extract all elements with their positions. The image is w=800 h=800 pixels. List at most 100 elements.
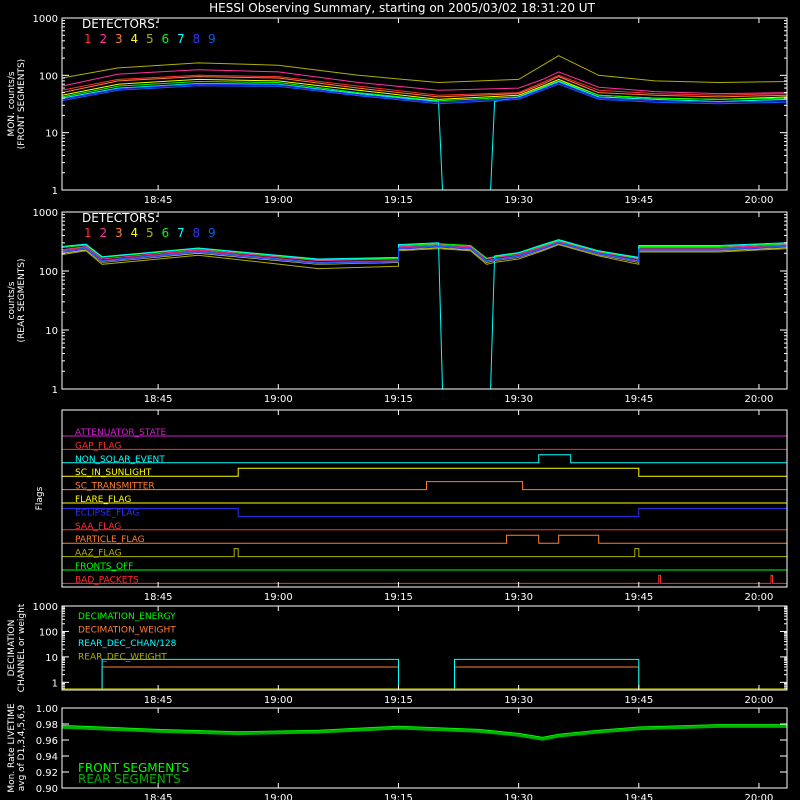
detector-number: 4: [131, 32, 139, 46]
y-axis-label: (REAR SEGMENTS): [17, 258, 27, 342]
series-line-detector-7: [61, 80, 788, 191]
x-tick-label: 19:00: [264, 695, 293, 706]
detector-number: 5: [146, 32, 154, 46]
flag-label: BAD_PACKETS: [75, 575, 139, 585]
y-tick-label: 1.00: [36, 704, 58, 715]
x-tick-label: 19:15: [384, 195, 413, 206]
y-tick-label: 1: [52, 186, 58, 197]
detector-number: 1: [84, 32, 92, 46]
series-line-detector-1: [61, 74, 788, 96]
y-tick-label: 1000: [33, 208, 58, 219]
x-tick-label: 20:00: [745, 394, 774, 405]
x-tick-label: 19:30: [504, 695, 533, 706]
x-tick-label: 20:00: [745, 793, 774, 800]
y-tick-label: 100: [39, 267, 58, 278]
y-axis-label: avg of D1,3,4,5,6,9: [17, 704, 27, 791]
x-tick-label: 19:45: [624, 195, 653, 206]
decimation-line: [62, 666, 787, 691]
page-title: HESSI Observing Summary, starting on 200…: [209, 1, 595, 15]
detector-number: 7: [177, 226, 185, 240]
x-tick-label: 18:45: [144, 592, 173, 603]
x-tick-label: 19:45: [624, 592, 653, 603]
detector-number: 3: [115, 226, 123, 240]
x-tick-label: 19:00: [264, 394, 293, 405]
y-tick-label: 0.92: [36, 768, 58, 779]
y-axis-label: counts/s: [7, 281, 17, 319]
x-tick-label: 18:45: [144, 793, 173, 800]
x-tick-label: 18:45: [144, 695, 173, 706]
y-tick-label: 1000: [33, 602, 58, 613]
panel-frame: [61, 605, 788, 691]
y-tick-label: 10: [45, 326, 58, 337]
y-axis-label: CHANNEL or weight: [17, 603, 27, 692]
detector-number: 2: [100, 226, 108, 240]
x-tick-label: 19:45: [624, 695, 653, 706]
y-tick-label: 0.98: [36, 720, 58, 731]
detector-number: 8: [193, 32, 201, 46]
series-line-detector-8: [61, 242, 788, 265]
y-tick-label: 1: [52, 385, 58, 396]
panel-frame: [61, 707, 788, 789]
y-axis-label: Flags: [35, 486, 45, 510]
flag-line-non_solar_event: [62, 454, 787, 464]
livetime-legend-label: REAR SEGMENTS: [78, 772, 181, 786]
series-line-detector-5: [61, 55, 788, 84]
y-tick-label: 10: [45, 653, 58, 664]
series-line-detector-4: [61, 78, 788, 100]
y-tick-label: 100: [39, 71, 58, 82]
y-axis-label: (FRONT SEGMENTS): [17, 59, 27, 149]
livetime-legend-label: FRONT SEGMENTS: [78, 761, 189, 775]
panel-frame: [61, 17, 788, 191]
flag-label: GAP_FLAG: [75, 441, 121, 451]
decimation-panel: 18:45 19:00 19:15 19:30 19:45 20:00 1000 100 10 1…: [7, 602, 788, 706]
x-tick-label: 18:45: [144, 394, 173, 405]
flag-line-bad_packets: [62, 574, 787, 584]
decimation-legend-label: DECIMATION_WEIGHT: [78, 626, 176, 636]
detector-number: 7: [177, 32, 185, 46]
y-axis-label: MON. counts/s: [7, 71, 17, 136]
decimation-legend-label: DECIMATION_ENERGY: [78, 612, 176, 622]
flag-label: FRONTS_OFF: [75, 562, 133, 572]
y-tick-label: 1000: [33, 14, 58, 25]
detector-number: 4: [131, 226, 139, 240]
x-tick-label: 19:15: [384, 394, 413, 405]
x-tick-label: 19:45: [624, 394, 653, 405]
y-tick-label: 1: [52, 678, 58, 689]
y-tick-label: 0.94: [36, 752, 58, 763]
detector-number: 1: [84, 226, 92, 240]
series-line-detector-8: [61, 81, 788, 103]
series-line-detector-2: [61, 69, 788, 95]
detectors-label: DETECTORS:: [82, 17, 159, 31]
detector-number: 2: [100, 32, 108, 46]
detectors-label: DETECTORS:: [82, 211, 159, 225]
x-tick-label: 19:30: [504, 592, 533, 603]
x-tick-label: 20:00: [745, 592, 774, 603]
panel-frame: [61, 211, 788, 390]
x-tick-label: 20:00: [745, 195, 774, 206]
series-line-detector-3: [61, 76, 788, 98]
flag-line-eclipse_flag: [61, 507, 788, 517]
flag-label: ECLIPSE_FLAG: [75, 508, 139, 518]
detector-number: 5: [146, 226, 154, 240]
flag-label: SC_TRANSMITTER: [75, 482, 155, 492]
flag-label: PARTICLE_FLAG: [75, 535, 145, 545]
x-tick-label: 19:45: [624, 793, 653, 800]
y-axis-label: DECIMATION: [7, 620, 17, 677]
y-tick-label: 10: [45, 129, 58, 140]
x-tick-label: 19:15: [384, 695, 413, 706]
series-line-detector-9: [61, 241, 788, 264]
decimation-line: [62, 658, 787, 691]
flag-line-aaz_flag: [62, 548, 787, 558]
x-tick-label: 18:45: [144, 195, 173, 206]
rear-segments-panel: 18:45 19:00 19:15 19:30 19:45 20:00 1000 100 10 1…: [7, 208, 788, 405]
livetime-line: [61, 724, 787, 741]
detector-number: 9: [208, 32, 216, 46]
flag-line-particle_flag: [62, 534, 787, 544]
flag-line-sc_in_sunlight: [62, 467, 787, 477]
flag-label: FLARE_FLAG: [75, 495, 131, 505]
flag-label: SAA_FLAG: [75, 522, 121, 532]
x-tick-label: 20:00: [745, 695, 774, 706]
series-line-detector-9: [61, 83, 788, 105]
y-tick-label: 100: [39, 627, 58, 638]
